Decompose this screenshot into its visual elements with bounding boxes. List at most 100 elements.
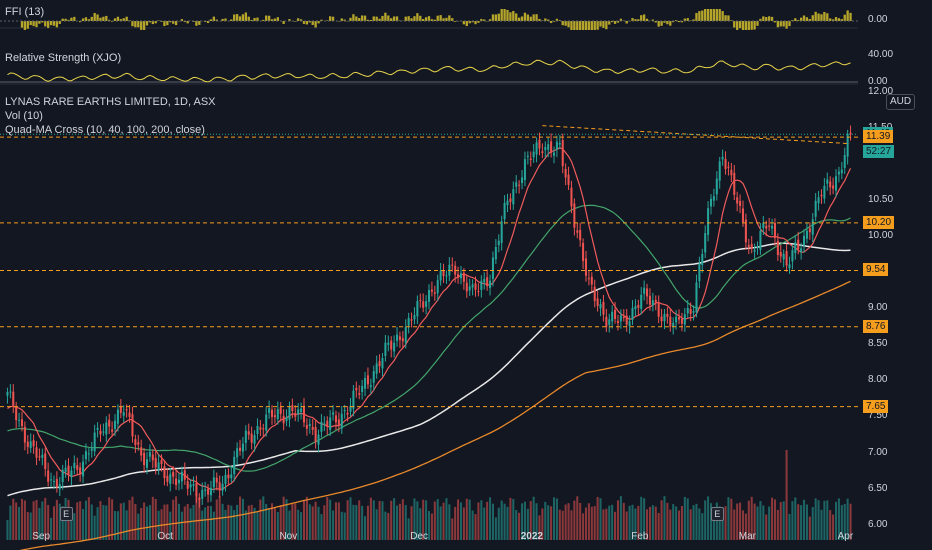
volume-bar	[230, 505, 233, 540]
ffi-bar	[602, 21, 605, 28]
ffi-bar	[294, 21, 297, 22]
volume-bar	[454, 506, 457, 540]
volume-bar	[698, 508, 701, 540]
volume-bar	[387, 512, 390, 540]
volume-bar	[419, 508, 422, 540]
ffi-bar	[776, 21, 780, 28]
candle-body	[355, 387, 358, 391]
candle-body	[221, 483, 224, 491]
ffi-bar	[419, 15, 422, 21]
ffi-bar	[840, 19, 843, 21]
candle-body	[451, 264, 454, 266]
candle-body	[151, 454, 154, 461]
ffi-bar	[517, 17, 521, 21]
ffi-bar	[782, 21, 785, 27]
candle-body	[683, 314, 686, 325]
volume-bar	[154, 498, 157, 540]
ffi-bar	[387, 15, 390, 21]
candle-body	[361, 385, 364, 393]
volume-bar	[102, 505, 105, 540]
candle-body	[701, 253, 704, 265]
volume-bar	[579, 502, 582, 540]
volume-bar	[82, 509, 85, 540]
candle-body	[294, 413, 297, 417]
ffi-bar	[195, 21, 198, 26]
candle-body	[419, 299, 422, 301]
ffi-bar	[358, 18, 361, 21]
ffi-bar	[148, 21, 152, 23]
volume-bar	[465, 498, 468, 540]
ffi-bar	[55, 21, 59, 28]
candle-body	[387, 342, 390, 345]
volume-bar	[616, 500, 619, 540]
candle-body	[506, 200, 509, 206]
ffi-bar	[808, 19, 812, 21]
ma10-line	[7, 147, 852, 491]
volume-bar	[663, 496, 666, 540]
candle-body	[401, 338, 404, 342]
ffi-bar	[26, 21, 29, 29]
ffi-bar	[52, 21, 56, 26]
ffi-bar	[802, 15, 806, 21]
volume-bar	[741, 510, 744, 540]
candle-body	[239, 447, 242, 451]
ffi-bar	[683, 18, 686, 21]
volume-bar	[378, 500, 381, 540]
ffi-bar	[709, 9, 713, 21]
volume-bar	[291, 503, 294, 540]
candle-body	[541, 151, 544, 154]
ffi-bar	[328, 16, 332, 21]
ffi-bar	[299, 19, 303, 21]
candle-body	[552, 152, 556, 156]
ffi-bar	[680, 21, 684, 23]
candle-body	[579, 230, 582, 241]
candle-body	[12, 391, 15, 408]
candle-body	[768, 225, 771, 227]
volume-bar	[709, 503, 713, 540]
candle-body	[186, 481, 189, 489]
candle-body	[759, 230, 762, 250]
candle-body	[555, 141, 558, 150]
volume-bar	[611, 504, 614, 540]
ffi-bar	[125, 16, 128, 21]
candle-body	[773, 222, 776, 238]
ffi-bar	[137, 21, 140, 28]
candle-body	[561, 140, 564, 167]
candle-body	[425, 301, 428, 307]
earnings-marker[interactable]: E	[59, 507, 73, 521]
volume-bar	[805, 504, 808, 540]
ffi-bar	[375, 16, 378, 21]
earnings-marker[interactable]: E	[710, 507, 724, 521]
volume-bar	[329, 499, 332, 540]
volume-bar	[695, 503, 698, 540]
candle-body	[105, 422, 108, 435]
volume-bar	[183, 506, 186, 540]
volume-bar	[268, 508, 271, 540]
volume-bar	[163, 504, 166, 540]
candle-body	[209, 487, 212, 496]
candle-body	[358, 393, 361, 395]
candle-body	[166, 475, 169, 482]
candle-body	[58, 484, 61, 490]
volume-bar	[396, 505, 399, 540]
volume-bar	[87, 497, 90, 540]
ffi-bar	[331, 16, 335, 21]
volume-bar	[768, 506, 771, 540]
volume-bar	[497, 507, 500, 540]
price-badge: 9.54	[863, 263, 889, 277]
currency-selector[interactable]: AUD	[886, 94, 916, 110]
volume-bar	[326, 497, 329, 540]
ffi-bar	[558, 20, 561, 21]
candle-body	[550, 141, 553, 153]
ffi-bar	[41, 21, 44, 23]
ffi-bar	[61, 18, 64, 21]
candle-body	[457, 274, 460, 278]
candle-body	[669, 316, 672, 327]
candle-body	[35, 447, 38, 458]
candle-body	[678, 317, 681, 320]
candle-body	[698, 263, 701, 282]
ffi-bar	[547, 19, 550, 21]
candle-body	[820, 194, 823, 197]
ffi-bar	[436, 15, 439, 21]
